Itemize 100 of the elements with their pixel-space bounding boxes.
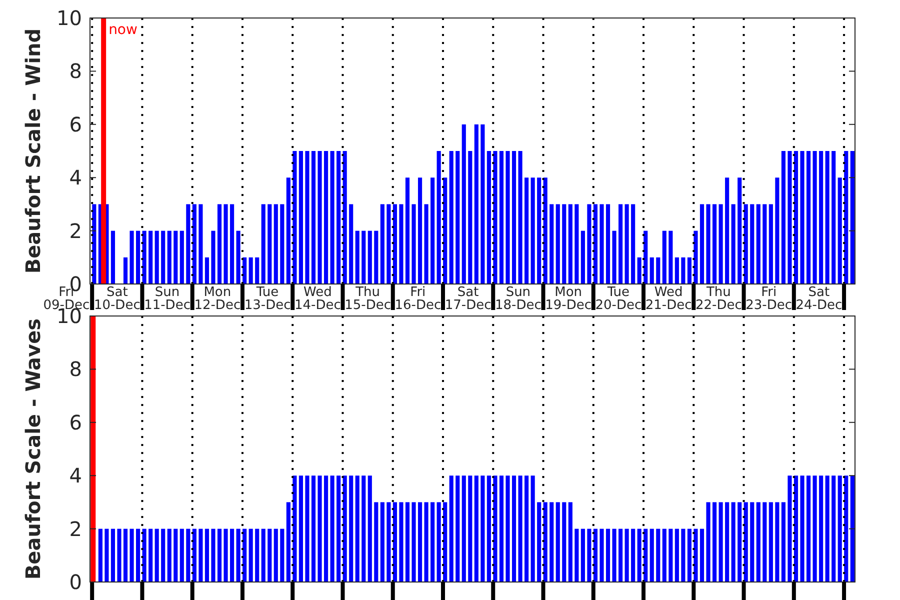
bar <box>456 151 460 284</box>
bar <box>449 476 454 582</box>
bar <box>637 528 642 582</box>
bar <box>261 204 266 284</box>
bar <box>556 502 560 582</box>
bar <box>255 257 260 284</box>
bar <box>762 204 767 284</box>
bar <box>838 178 842 284</box>
x-tick-label: Fri 16-Dec <box>394 285 442 313</box>
bar <box>524 476 529 582</box>
bar <box>756 204 760 284</box>
bar <box>468 151 472 284</box>
bar <box>161 528 166 582</box>
bar <box>418 178 422 284</box>
bar <box>355 230 360 284</box>
bar <box>110 230 116 284</box>
bar <box>812 151 817 284</box>
bar <box>480 476 485 582</box>
bar <box>631 204 636 284</box>
bar <box>624 204 629 284</box>
bar <box>349 476 354 582</box>
bar <box>474 124 478 284</box>
bar <box>838 476 842 582</box>
bar <box>618 528 623 582</box>
bar <box>700 204 704 284</box>
bar <box>819 151 824 284</box>
bar <box>123 257 128 284</box>
bar <box>781 502 786 582</box>
bar <box>362 476 366 582</box>
bar <box>568 204 572 284</box>
bar <box>788 151 792 284</box>
bar <box>656 257 660 284</box>
bar <box>656 528 660 582</box>
bar <box>224 204 228 284</box>
bar <box>587 204 592 284</box>
bar <box>637 257 642 284</box>
bar <box>775 502 780 582</box>
bar <box>712 502 717 582</box>
x-tick-label: Wed 21-Dec <box>645 285 692 313</box>
bar <box>618 204 623 284</box>
bar <box>198 528 203 582</box>
bar <box>806 476 811 582</box>
bar <box>280 528 284 582</box>
bar <box>211 528 216 582</box>
bar <box>204 528 210 582</box>
bar <box>574 528 579 582</box>
bar <box>550 204 554 284</box>
bar <box>324 151 328 284</box>
y-tick-label: 8 <box>69 357 82 382</box>
bar <box>286 502 290 582</box>
bar <box>725 178 730 284</box>
bar <box>480 124 485 284</box>
bar <box>280 204 284 284</box>
bar <box>456 476 460 582</box>
bar <box>186 528 190 582</box>
bar <box>731 204 736 284</box>
bar <box>274 528 278 582</box>
bar <box>612 230 616 284</box>
bar <box>518 476 522 582</box>
bar <box>512 476 516 582</box>
bar <box>104 528 109 582</box>
bar <box>506 476 510 582</box>
bar <box>123 528 128 582</box>
bar <box>399 204 404 284</box>
bar <box>606 528 610 582</box>
bar <box>424 204 428 284</box>
bar <box>512 151 516 284</box>
bar <box>537 502 542 582</box>
bar <box>336 476 341 582</box>
bar <box>430 502 435 582</box>
bar <box>668 230 673 284</box>
bar <box>217 528 222 582</box>
bar <box>674 528 679 582</box>
bar <box>781 151 786 284</box>
bar <box>167 230 172 284</box>
bar <box>562 502 566 582</box>
bar <box>499 476 504 582</box>
bar <box>405 178 410 284</box>
bar <box>606 204 610 284</box>
bar <box>261 528 266 582</box>
y-axis-title: Beaufort Scale - Wind <box>21 28 45 274</box>
bar <box>812 476 817 582</box>
bar <box>204 257 210 284</box>
bar <box>418 502 422 582</box>
bar <box>800 151 804 284</box>
y-tick-label: 6 <box>69 410 82 434</box>
bar <box>443 502 448 582</box>
bar <box>524 178 529 284</box>
bar <box>518 151 522 284</box>
bar <box>687 257 692 284</box>
bar <box>449 151 454 284</box>
bar <box>624 528 629 582</box>
bar <box>318 476 322 582</box>
bar <box>298 151 303 284</box>
bar <box>386 204 391 284</box>
bar <box>486 151 491 284</box>
bar <box>600 528 604 582</box>
bar <box>562 204 566 284</box>
bar <box>305 476 310 582</box>
bar <box>725 502 730 582</box>
